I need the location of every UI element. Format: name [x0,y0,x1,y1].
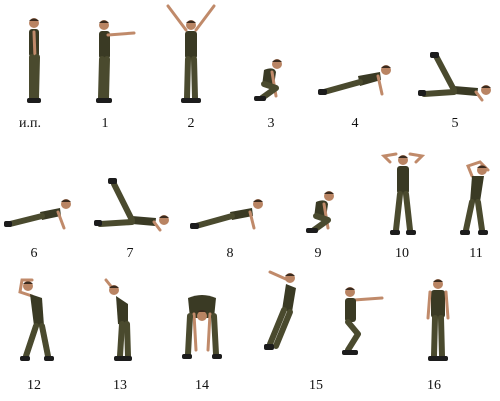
label-step-14: 14 [195,378,209,393]
figure-step-11 [460,160,490,235]
figure-step-4 [318,65,391,96]
figure-step-9 [306,191,334,233]
figure-step-3 [254,59,282,101]
figure-step-7 [94,178,169,232]
figure-start-position [27,18,41,103]
label-step-16: 16 [427,378,441,393]
label-step-12: 12 [27,378,41,393]
figure-step-16 [342,287,384,355]
label-step-7: 7 [126,246,134,261]
label-step-11: 11 [469,246,483,261]
figure-step-5 [418,52,491,102]
figure-step-16-stand [426,279,450,361]
label-step-3: 3 [267,116,275,131]
figure-step-2 [166,4,216,103]
figure-step-1 [96,20,136,103]
figure-step-15 [264,270,296,350]
label-step-6: 6 [30,246,38,261]
label-step-1: 1 [101,116,109,131]
label-step-8: 8 [226,246,234,261]
figure-step-8 [190,199,263,230]
label-step-4: 4 [351,116,359,131]
label-step-9: 9 [314,246,322,261]
label-step-13: 13 [113,378,127,393]
figure-step-12 [18,278,54,361]
figure-step-14 [182,295,222,359]
figure-step-10 [380,152,426,235]
label-step-2: 2 [187,116,195,131]
label-step-10: 10 [395,246,409,261]
figure-step-6 [4,199,71,230]
label-start-position: и.п. [19,116,41,131]
figure-step-13 [104,278,132,361]
label-step-5: 5 [451,116,459,131]
label-step-15: 15 [309,378,323,393]
